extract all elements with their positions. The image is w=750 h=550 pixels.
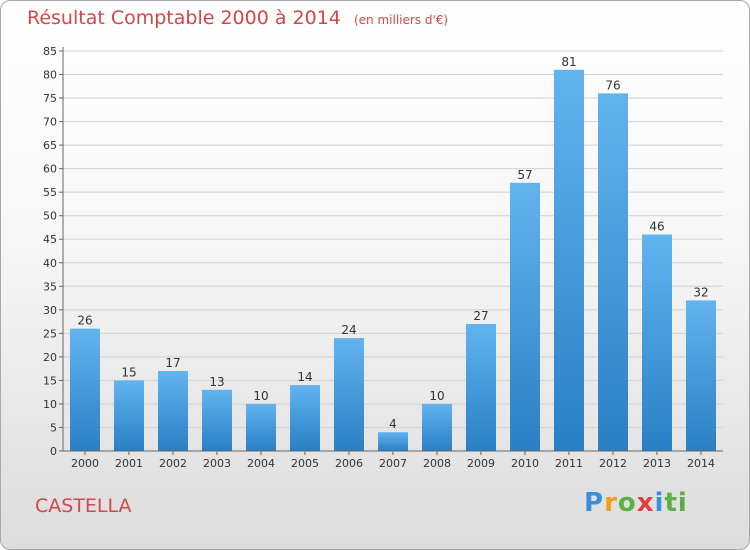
y-tick-label: 55 [43, 186, 57, 199]
bar [510, 182, 540, 451]
proxiti-logo[interactable]: Proxiti [584, 488, 688, 518]
y-tick-label: 85 [43, 45, 57, 58]
bar [202, 389, 232, 451]
y-tick-label: 60 [43, 163, 57, 176]
x-tick-label: 2006 [335, 457, 363, 470]
bar [334, 338, 364, 451]
logo-letter: i [654, 488, 665, 518]
logo-letter: o [617, 488, 637, 518]
bar [686, 300, 716, 451]
bar [70, 328, 100, 451]
data-label: 15 [121, 365, 136, 379]
x-tick-label: 2003 [203, 457, 231, 470]
axes: 0 5 10 15 20 25 30 35 40 45 50 55 60 65 70 75 80 85 2000 20… [43, 45, 723, 470]
data-label: 76 [605, 78, 620, 92]
logo-letter: t [664, 488, 678, 518]
bar [598, 93, 628, 452]
x-tick-label: 2005 [291, 457, 319, 470]
data-label: 46 [649, 220, 664, 234]
y-tick-label: 15 [43, 374, 57, 387]
x-tick-label: 2010 [511, 457, 539, 470]
bar [290, 385, 320, 451]
x-tick-label: 2002 [159, 457, 187, 470]
x-tick-label: 2014 [687, 457, 715, 470]
x-tick-label: 2000 [71, 457, 99, 470]
data-label: 17 [165, 356, 180, 370]
data-label: 26 [77, 314, 92, 328]
data-label: 24 [341, 323, 356, 337]
x-tick-label: 2012 [599, 457, 627, 470]
y-tick-label: 50 [43, 210, 57, 223]
bar [246, 403, 276, 451]
data-label: 57 [517, 168, 532, 182]
y-tick-label: 0 [50, 445, 57, 458]
x-tick-label: 2009 [467, 457, 495, 470]
data-label: 14 [297, 370, 312, 384]
bar [378, 432, 408, 451]
logo-letter: i [677, 488, 688, 518]
x-tick-label: 2007 [379, 457, 407, 470]
chart-title: Résultat Comptable 2000 à 2014 (en milli… [27, 7, 448, 29]
data-label: 27 [473, 309, 488, 323]
y-tick-label: 10 [43, 398, 57, 411]
bars [70, 69, 716, 452]
title-unit: (en milliers d'€) [353, 13, 449, 27]
bar [642, 234, 672, 451]
x-tick-label: 2004 [247, 457, 275, 470]
bar [422, 403, 452, 451]
x-tick-label: 2011 [555, 457, 583, 470]
x-tick-label: 2013 [643, 457, 671, 470]
y-tick-label: 20 [43, 351, 57, 364]
x-tick-label: 2001 [115, 457, 143, 470]
y-tick-label: 35 [43, 280, 57, 293]
data-label: 81 [561, 55, 576, 69]
title-main: Résultat Comptable 2000 à 2014 [27, 7, 341, 29]
logo-letter: x [636, 488, 655, 518]
y-tick-label: 5 [50, 421, 57, 434]
y-tick-label: 70 [43, 116, 57, 129]
bar [554, 69, 584, 451]
x-tick-label: 2008 [423, 457, 451, 470]
data-label: 4 [389, 417, 397, 431]
y-tick-label: 65 [43, 139, 57, 152]
y-tick-label: 75 [43, 92, 57, 105]
y-tick-label: 40 [43, 257, 57, 270]
data-label: 32 [693, 285, 708, 299]
y-tick-label: 30 [43, 304, 57, 317]
bar [158, 371, 188, 451]
commune-name: CASTELLA [35, 495, 132, 517]
bar [466, 323, 496, 451]
labels: 26 15 17 13 10 14 24 4 10 27 57 81 76 46 32 [77, 55, 708, 431]
data-label: 13 [209, 375, 224, 389]
logo-letter: P [584, 488, 605, 518]
y-tick-label: 25 [43, 327, 57, 340]
data-label: 10 [429, 389, 444, 403]
bar [114, 380, 144, 451]
y-tick-label: 80 [43, 69, 57, 82]
data-label: 10 [253, 389, 268, 403]
logo-letter: r [604, 488, 618, 518]
y-tick-label: 45 [43, 233, 57, 246]
